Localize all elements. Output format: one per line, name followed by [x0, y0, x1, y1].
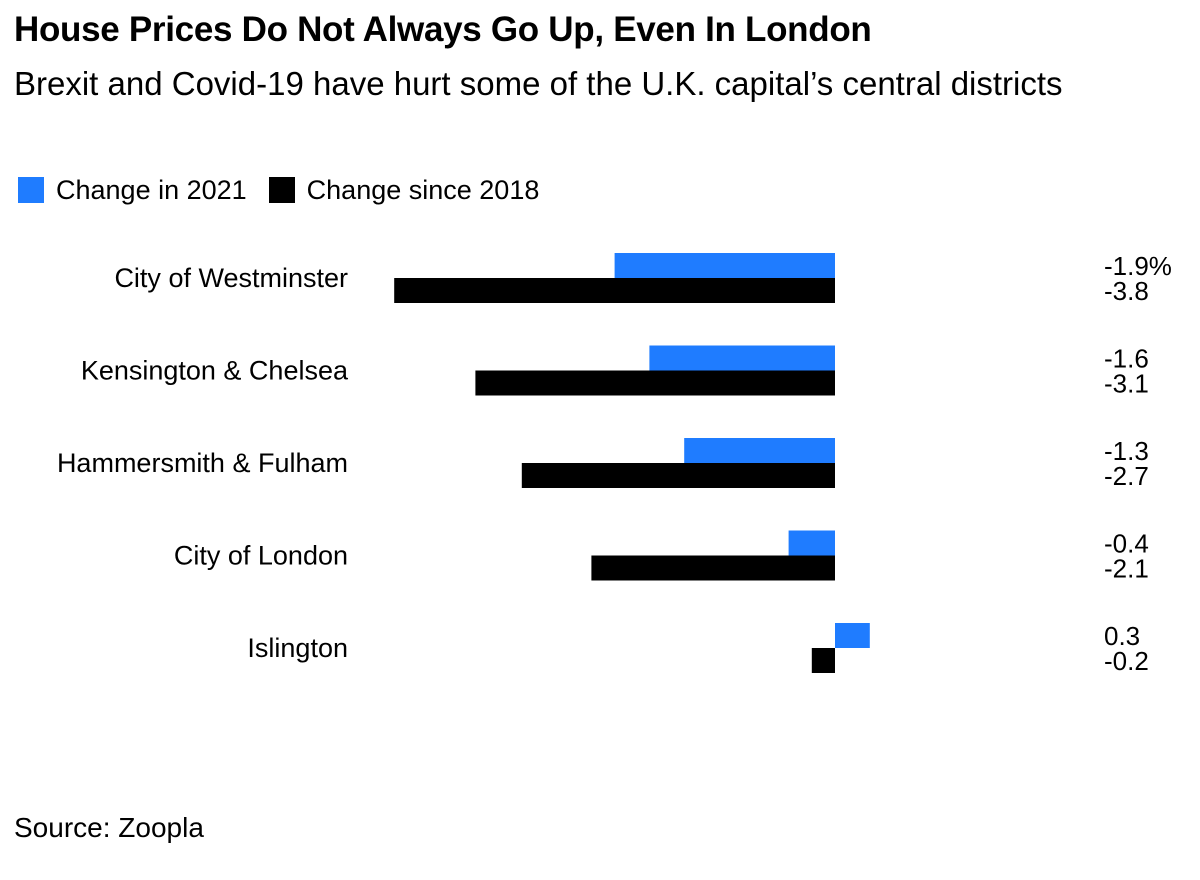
bar-change-2021-hammersmith-and-fulham	[684, 438, 835, 463]
legend-swatch-change-since-2018	[268, 177, 295, 203]
value-label-change-2021-city-of-london: -0.4	[1104, 529, 1149, 559]
value-label-change-2021-islington: 0.3	[1104, 621, 1140, 651]
category-label-city-of-london: City of London	[174, 541, 348, 571]
bar-change-since-2018-city-of-westminster	[394, 278, 835, 303]
chart-subtitle: Brexit and Covid-19 have hurt some of th…	[14, 65, 1063, 102]
legend-label-change-2021: Change in 2021	[56, 174, 247, 205]
chart-title: House Prices Do Not Always Go Up, Even I…	[14, 10, 872, 49]
bar-change-since-2018-kensington-and-chelsea	[475, 370, 835, 396]
bar-change-since-2018-islington	[811, 648, 835, 673]
legend-item-change-since-2018: Change since 2018	[268, 174, 540, 206]
bar-change-since-2018-city-of-london	[591, 555, 835, 581]
legend-swatch-change-2021	[18, 177, 44, 203]
value-label-change-2021-city-of-westminster: -1.9%	[1104, 251, 1172, 281]
value-label-change-2021-kensington-and-chelsea: -1.6	[1104, 344, 1149, 374]
category-label-islington: Islington	[247, 633, 348, 663]
value-label-change-since-2018-city-of-london: -2.1	[1104, 554, 1149, 584]
bar-change-2021-city-of-london	[788, 530, 835, 556]
bar-change-since-2018-hammersmith-and-fulham	[521, 463, 835, 488]
legend-label-change-since-2018: Change since 2018	[306, 174, 540, 205]
value-label-change-since-2018-city-of-westminster: -3.8	[1104, 276, 1149, 306]
bar-change-2021-kensington-and-chelsea	[649, 345, 835, 371]
value-label-change-2021-hammersmith-and-fulham: -1.3	[1104, 436, 1149, 466]
category-label-kensington-and-chelsea: Kensington & Chelsea	[81, 356, 349, 386]
source-note: Source: Zoopla	[14, 812, 204, 843]
value-label-change-since-2018-kensington-and-chelsea: -3.1	[1104, 369, 1149, 399]
bar-change-2021-city-of-westminster	[614, 253, 835, 278]
category-label-hammersmith-and-fulham: Hammersmith & Fulham	[57, 448, 348, 478]
legend-item-change-2021: Change in 2021	[18, 175, 247, 206]
category-label-city-of-westminster: City of Westminster	[114, 263, 348, 293]
legend: Change in 2021 Change since 2018	[18, 172, 561, 208]
value-label-change-since-2018-hammersmith-and-fulham: -2.7	[1104, 461, 1149, 491]
value-label-change-since-2018-islington: -0.2	[1104, 646, 1149, 676]
bar-change-2021-islington	[835, 623, 870, 648]
